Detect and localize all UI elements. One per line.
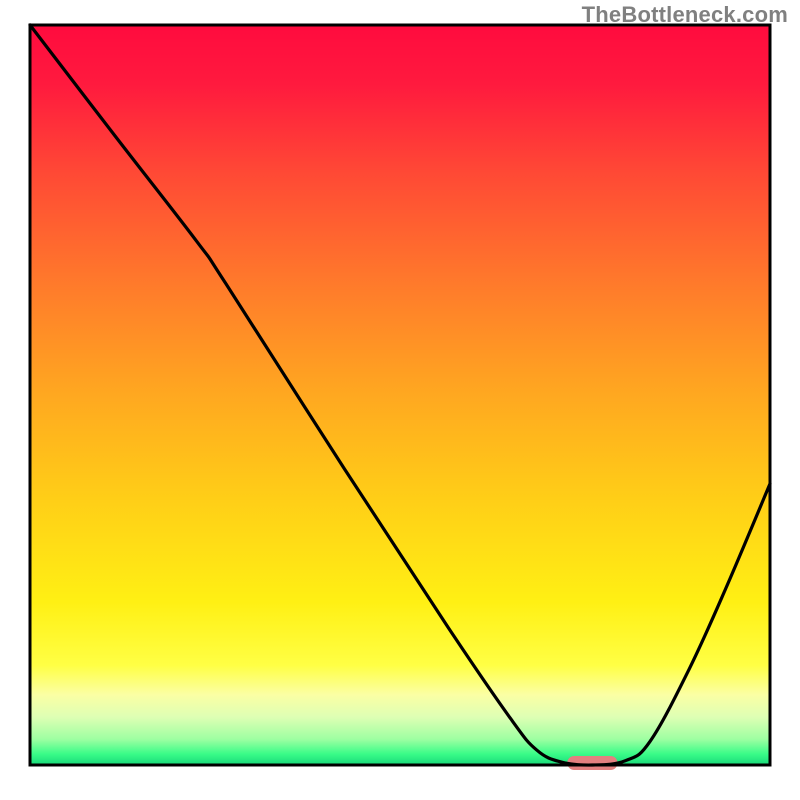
gradient-fill (30, 25, 770, 765)
bottleneck-chart (0, 0, 800, 800)
watermark-label: TheBottleneck.com (582, 2, 788, 28)
chart-container: TheBottleneck.com (0, 0, 800, 800)
